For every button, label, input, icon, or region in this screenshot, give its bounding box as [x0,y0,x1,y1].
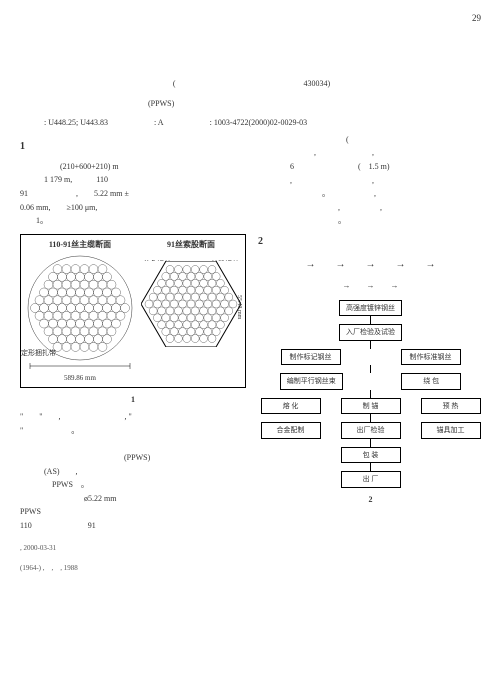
right-col-top: ( , , 6 ( 1.5 m) , , 。 , , , 。 [258,133,483,228]
fc-node-h: 出 厂 [341,471,401,488]
abstract-ppws: (PPWS) [148,99,174,108]
fc-node-g: 包 装 [341,447,401,464]
classification-row: : U448.25; U443.83 : A : 1003-4722(2000)… [20,117,483,129]
fc-node-e1: 熔 化 [261,398,321,415]
fc-node-f1: 合金配制 [261,422,321,439]
flowchart-caption: 2 [258,494,483,506]
arrow-flow-row: → → → → → [258,257,483,272]
fc-node-f2-side: 锚具加工 [421,422,481,439]
abstract-line: (PPWS) [20,98,483,111]
fc-node-e2: 制 锚 [341,398,401,415]
figure-1-caption: 1 [20,394,246,406]
ann-wrap: 定形捆扎带 [21,348,56,359]
section-1-body: (210+600+210) m 1 179 m, 110 91 , 5.22 m… [20,160,246,228]
class-right: 1003-4722(2000)02-0029-03 [214,118,307,127]
page-number: 29 [472,12,481,26]
circle-cross-section: 定形捆扎带 [25,253,135,363]
fig1-left-title: 110-91丝主缆断面 [25,239,135,251]
lower-body-left: " " , , " " 。 (PPWS) (AS) , PPWS 。 ø5.22… [20,410,246,532]
fc-node-c1: 制作标记钢丝 [281,349,341,366]
footer-author: (1964-) , , , 1988 [20,563,483,574]
section-1-heading: 1 [20,139,246,154]
arrow-flow-row-2: → → → [258,280,483,292]
flowchart: 高强度镀锌钢丝 入厂检验及试验 制作标记钢丝 制作标准钢丝 编制平行钢丝束 绕 … [261,300,481,488]
hexagon-cross-section: 55.43 mm [141,261,241,347]
fig1-right-title: 91丝索股断面 [141,239,241,251]
fc-node-c2: 制作标准钢丝 [401,349,461,366]
dim-bottom: 589.86 mm [25,373,135,384]
fc-node-a: 高强度镀锌钢丝 [339,300,402,317]
fc-node-d-side: 绕 包 [401,373,461,390]
fc-node-d: 编制平行钢丝束 [280,373,343,390]
fc-node-b: 入厂检验及试验 [339,324,402,341]
footer-date: , 2000-03-31 [20,543,483,554]
fc-node-f2: 出厂检验 [341,422,401,439]
class-left: U448.25; U443.83 [48,118,108,127]
dim-right: 55.43 mm [234,295,243,319]
fc-node-e2-side: 预 热 [421,398,481,415]
class-mid: A [158,118,164,127]
figure-1: 110-91丝主缆断面 定形捆扎带 589.86 mm [20,234,246,389]
affiliation: ( 430034) [20,78,483,90]
section-2-heading: 2 [258,234,483,249]
